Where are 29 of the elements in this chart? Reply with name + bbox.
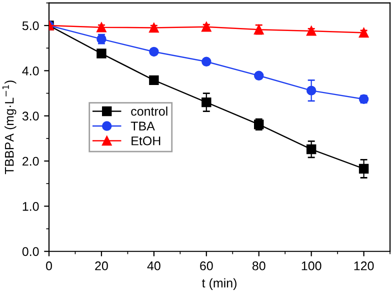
legend-label: EtOH: [132, 136, 160, 146]
point: [149, 22, 159, 33]
y-tick-label: 2.0: [22, 156, 39, 166]
x-tick-label: 20: [95, 261, 108, 270]
point: [202, 56, 212, 67]
point: [149, 46, 159, 57]
point: [149, 75, 159, 86]
x-tick-label: 0: [46, 261, 52, 270]
x-axis-title: t (min): [202, 278, 236, 290]
y-tick-label: 4.0: [22, 66, 39, 76]
x-tick-label: 120: [354, 261, 374, 270]
y-axis-title: TBBPA (mg·L$^{−1}$): [2, 80, 16, 174]
y-tick-label: 5.0: [22, 21, 39, 30]
x-tick-label: 40: [147, 261, 160, 270]
point: [254, 70, 264, 81]
point: [306, 86, 316, 96]
x-tick-label: 100: [302, 261, 322, 270]
point: [96, 22, 106, 32]
point: [306, 144, 316, 154]
x-tick-label: 60: [200, 261, 213, 270]
legend-label: control: [131, 106, 168, 116]
y-tick-label: 1.0: [22, 202, 39, 211]
y-tick-label: 0.0: [22, 247, 39, 256]
legend-label: TBA: [130, 122, 155, 130]
point: [358, 164, 369, 174]
x-tick-label: 80: [252, 261, 266, 270]
point: [202, 97, 212, 108]
point: [96, 48, 106, 58]
y-tick-label: 3.0: [22, 112, 39, 121]
